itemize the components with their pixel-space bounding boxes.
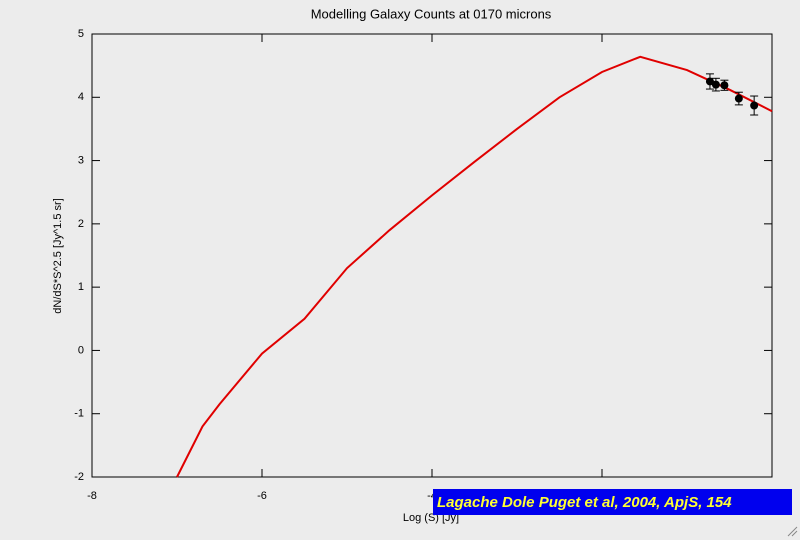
plot-frame — [91, 33, 773, 478]
x-tick-label: -8 — [87, 490, 97, 502]
y-tick-label: 0 — [78, 344, 84, 356]
y-tick-label: -2 — [74, 471, 84, 483]
x-tick-label: -6 — [257, 490, 267, 502]
y-axis-label: dN/dS*S^2.5 [Jy^1.5 sr] — [52, 198, 64, 313]
chart-title: Modelling Galaxy Counts at 0170 microns — [311, 6, 552, 21]
x-tick-label: -4 — [427, 490, 437, 502]
data-point — [705, 77, 714, 86]
resize-grip — [787, 526, 798, 537]
data-point — [734, 94, 743, 103]
model-line — [176, 55, 773, 478]
data-point — [750, 101, 759, 110]
annotation: Lagache Dole Puget et al, 2004, ApjS, 15… — [437, 494, 732, 511]
y-tick-label: -1 — [74, 408, 84, 420]
y-tick-label: 4 — [78, 91, 84, 103]
data-point — [720, 81, 729, 90]
data-point — [711, 80, 720, 89]
y-tick-label: 3 — [78, 154, 84, 166]
overlay: Lagache Dole Puget et al, 2004, ApjS, 15… — [433, 489, 792, 515]
y-tick-label: 2 — [78, 218, 84, 230]
annotation-box — [433, 489, 792, 515]
y-tick-label: 1 — [78, 281, 84, 293]
y-tick-label: 5 — [78, 28, 84, 40]
